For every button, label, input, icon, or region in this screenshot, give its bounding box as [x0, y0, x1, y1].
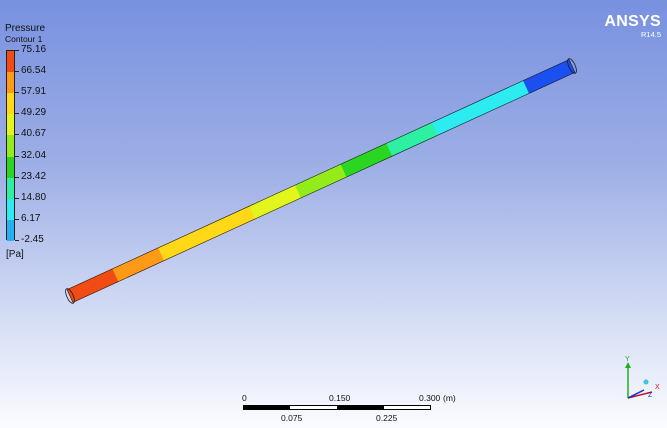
pipe-segment[interactable] [340, 142, 393, 178]
legend-tick [15, 176, 19, 178]
x-axis-label: X [655, 384, 660, 391]
axis-origin-marker [643, 379, 649, 385]
legend-subtitle: Contour 1 [5, 34, 43, 44]
legend-tick [15, 50, 19, 51]
legend-value-label: 75.16 [21, 44, 47, 55]
legend-color-segment [7, 93, 14, 115]
legend-color-segment [7, 177, 14, 200]
z-axis-label: Z [648, 392, 653, 399]
legend-value-label: 32.04 [21, 149, 47, 161]
legend-tick [15, 155, 19, 157]
ansys-logo: ANSYS R14.5 [604, 13, 661, 40]
axis-triad-icon: Y X Z [625, 356, 660, 399]
ansys-logo-word: ANSYS [604, 13, 661, 30]
legend-title: Pressure [5, 23, 46, 34]
legend-color-bar [6, 50, 15, 242]
legend-tick [15, 92, 19, 94]
ansys-version: R14.5 [640, 30, 661, 39]
legend-tick [15, 113, 19, 115]
legend-color-segment [7, 198, 14, 221]
pipe-outline [66, 59, 576, 303]
legend-color-segment [7, 51, 14, 73]
legend-value-label: 49.29 [21, 107, 47, 119]
legend-value-label: -2.45 [21, 234, 44, 245]
pipe-segment[interactable] [386, 122, 439, 157]
legend-unit: [Pa] [6, 249, 24, 260]
pipe-segment[interactable] [203, 205, 256, 240]
pipe-outlet-cap [567, 58, 577, 74]
legend-color-segment [7, 219, 14, 242]
pipe-segment[interactable] [523, 59, 576, 94]
pipe-segment[interactable] [477, 80, 530, 115]
z-axis-line [627, 389, 645, 399]
pipe-body[interactable] [64, 57, 578, 304]
legend-color-segment [7, 156, 14, 179]
legend-value-label: 14.80 [21, 191, 47, 203]
legend-value-label: 23.42 [21, 170, 47, 182]
legend-color-segment [7, 135, 14, 158]
y-axis-label: Y [625, 356, 630, 363]
pipe-segment[interactable] [66, 268, 119, 303]
legend-tick [15, 71, 19, 73]
pipe-segment[interactable] [294, 163, 348, 199]
legend-tick [15, 240, 19, 241]
legend-value-label: 57.91 [21, 86, 47, 98]
legend-tick [15, 218, 19, 220]
x-axis-line [627, 391, 653, 399]
legend-tick [15, 197, 19, 199]
pipe-segment[interactable] [249, 184, 302, 220]
legend-color-segment [7, 72, 14, 94]
pipe-segment[interactable] [158, 226, 211, 261]
legend-value-label: 6.17 [21, 212, 41, 224]
legend-value-label: 66.54 [21, 65, 47, 77]
y-axis-arrowhead [625, 362, 631, 368]
legend-value-label: 40.67 [21, 128, 47, 140]
pipe-segment[interactable] [431, 101, 484, 136]
pipe-segment[interactable] [112, 247, 165, 282]
pipe-inlet-cap [65, 288, 75, 304]
legend-color-segment [7, 114, 14, 136]
legend-tick [15, 134, 19, 136]
